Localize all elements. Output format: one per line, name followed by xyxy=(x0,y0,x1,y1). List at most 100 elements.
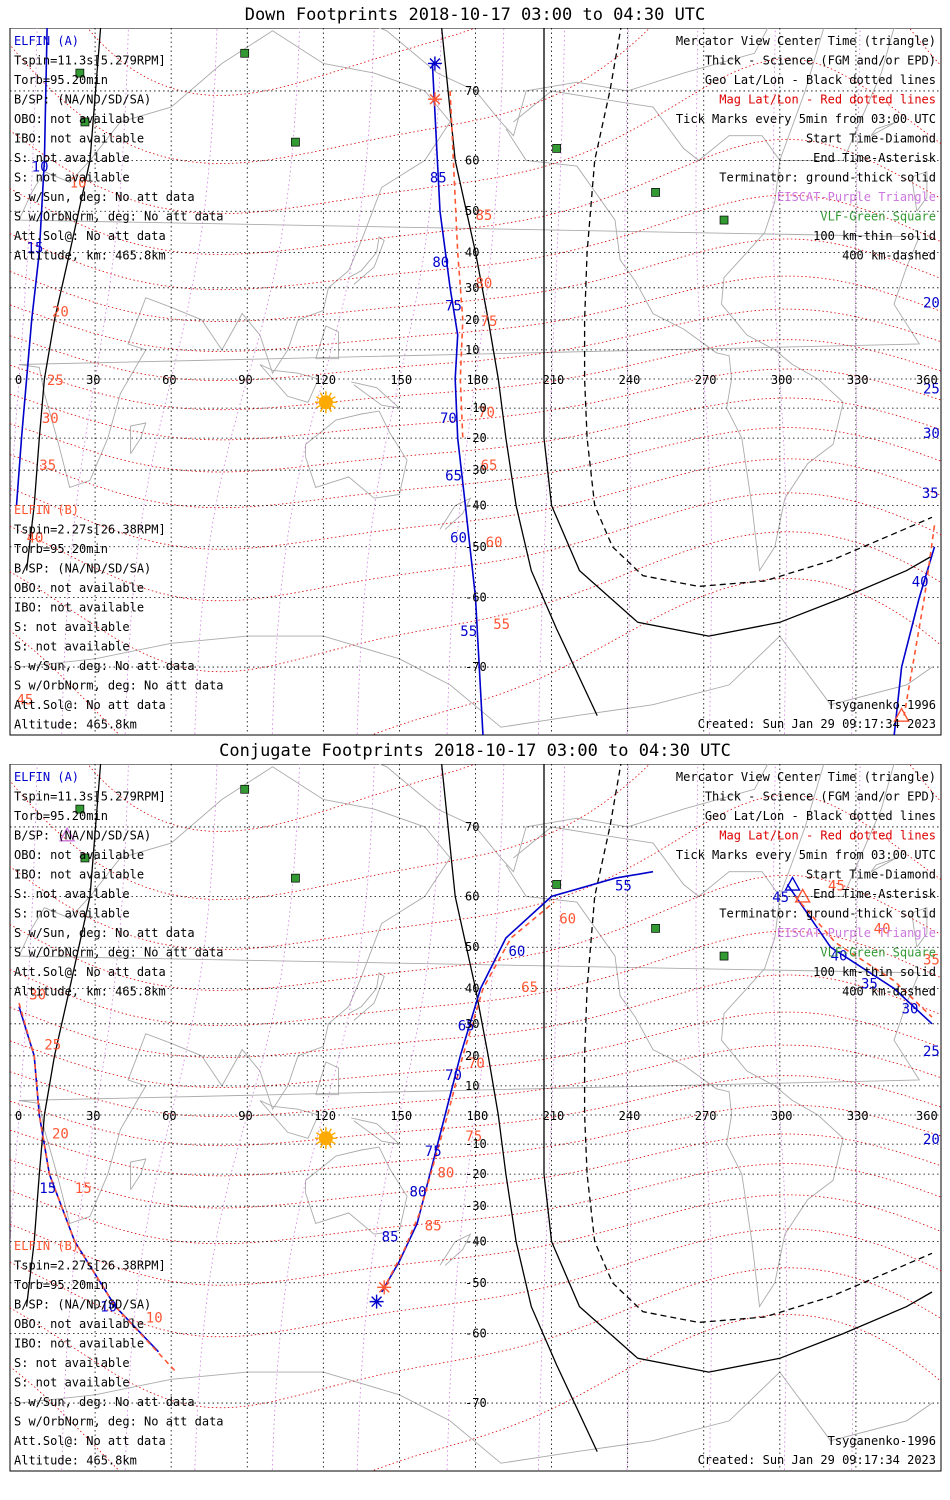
x-tick-label: 360 xyxy=(916,1109,938,1123)
x-tick-label: 300 xyxy=(771,373,793,387)
y-tick-label: 30 xyxy=(465,281,479,295)
mag-lon-line xyxy=(124,764,218,1471)
elfin-a-info-line: Att.Sol@: No att data xyxy=(14,965,166,979)
mag-lon-line xyxy=(772,28,787,735)
x-tick-label: 210 xyxy=(543,373,565,387)
legend-line: Mercator View Center Time (triangle) xyxy=(676,770,936,784)
track-time-label: 80 xyxy=(476,276,493,292)
track-time-label: 65 xyxy=(458,1018,475,1034)
track-time-label: 75 xyxy=(425,1144,442,1160)
land-outline xyxy=(305,410,408,499)
track-time-label: 35 xyxy=(39,458,56,474)
legend-line: 400 km-dashed xyxy=(842,249,936,263)
legend-line: Start Time-Diamond xyxy=(806,132,936,146)
land-outline xyxy=(305,1146,408,1235)
elfin-b-info-line: S w/OrbNorm, deg: No att data xyxy=(14,679,224,693)
x-tick-label: 60 xyxy=(162,1109,176,1123)
land-outline xyxy=(378,28,769,137)
track-time-label: 75 xyxy=(481,314,498,330)
mag-lon-line xyxy=(538,28,566,735)
sun-icon xyxy=(318,1131,333,1146)
vlf-square-icon xyxy=(651,188,660,197)
land-outline xyxy=(779,28,895,161)
sun-ray xyxy=(331,1141,336,1145)
land-outline xyxy=(18,30,921,488)
y-tick-label: 70 xyxy=(465,820,479,834)
elfin-b-info-line: Tspin=2.27s[26.38RPM] xyxy=(14,1259,166,1273)
x-tick-label: 150 xyxy=(390,1109,412,1123)
land-outline xyxy=(911,170,928,212)
vlf-square-icon xyxy=(80,117,90,127)
vlf-square-icon xyxy=(75,68,85,78)
sun-ray xyxy=(319,1143,324,1149)
track-time-label: 80 xyxy=(410,1184,427,1200)
x-tick-label: 30 xyxy=(86,1109,100,1123)
mag-lon-line xyxy=(356,28,442,735)
mag-lon-line xyxy=(695,28,713,735)
track-time-label: 55 xyxy=(460,624,477,640)
elfin-a-info-line: OBO: not available xyxy=(14,848,144,862)
track-time-label: 30 xyxy=(923,426,940,442)
elfin-a-info-line: S: not available xyxy=(14,151,130,165)
track-time-label: 45 xyxy=(828,879,845,895)
elfin-b-info-line: Altitude: 465.8km xyxy=(14,1454,137,1468)
elfin-b-info-line: OBO: not available xyxy=(14,581,144,595)
elfin-b-label: ELFIN (B) xyxy=(14,1239,79,1253)
y-tick-label: 60 xyxy=(465,153,479,167)
elfin-b-info-line: Att.Sol@: No att data xyxy=(14,1434,166,1448)
legend-line: Tick Marks every 5min from 03:00 UTC xyxy=(676,112,936,126)
end-asterisk-icon xyxy=(427,56,442,71)
track-time-label: 20 xyxy=(923,1132,940,1148)
mag-lat-line xyxy=(10,1314,941,1471)
elfin-a-info-line: IBO: not available xyxy=(14,868,144,882)
y-tick-label: 10 xyxy=(465,343,479,357)
mag-lon-line xyxy=(624,28,631,735)
land-outline xyxy=(18,766,921,1224)
elfin-a-info-line: B/SP: (NA/ND/SD/SA) xyxy=(14,93,151,107)
elfin-b-info-line: S: not available xyxy=(14,1376,130,1390)
mag-lat-line xyxy=(10,1163,941,1245)
mag-lon-line xyxy=(538,764,566,1471)
track-time-label: 80 xyxy=(437,1165,454,1181)
land-outline xyxy=(130,1158,147,1191)
track-time-label: 45 xyxy=(16,693,33,709)
elfin-b-info-line: S w/OrbNorm, deg: No att data xyxy=(14,1415,224,1429)
legend-line: EISCAT-Purple Triangle xyxy=(777,190,936,204)
x-tick-label: 90 xyxy=(238,1109,252,1123)
track-time-label: 25 xyxy=(923,382,940,398)
legend-line: End Time-Asterisk xyxy=(813,151,937,165)
elfin-a-info-line: Att.Sol@: No att data xyxy=(14,229,166,243)
mag-lat-line xyxy=(10,578,941,735)
track-time-label: 85 xyxy=(382,1230,399,1246)
track-time-label: 65 xyxy=(521,980,538,996)
track-time-label: 75 xyxy=(445,298,462,314)
track-time-label: 85 xyxy=(425,1219,442,1235)
created-timestamp: Created: Sun Jan 29 09:17:34 2023 xyxy=(698,717,936,731)
x-tick-label: 180 xyxy=(467,1109,489,1123)
vlf-square-icon xyxy=(651,924,660,933)
elfin-b-info-line: S: not available xyxy=(14,620,130,634)
track-time-label: 85 xyxy=(476,208,493,224)
elfin-a-info-line: S w/Sun, deg: No att data xyxy=(14,926,195,940)
y-tick-label: -10 xyxy=(465,401,487,415)
y-tick-label: 70 xyxy=(465,84,479,98)
y-tick-label: 40 xyxy=(465,245,479,259)
vlf-square-icon xyxy=(552,144,562,153)
y-tick-label: -30 xyxy=(465,1199,487,1213)
mag-lat-line xyxy=(10,1194,941,1286)
elfin-a-info-line: Torb=95.20min xyxy=(14,809,108,823)
elfin-a-info-line: S: not available xyxy=(14,887,130,901)
elfin-a-info-line: S: not available xyxy=(14,171,130,185)
x-tick-label: 0 xyxy=(15,1109,22,1123)
elfin-b-info-line: S w/Sun, deg: No att data xyxy=(14,659,195,673)
mag-lat-line xyxy=(10,339,941,411)
mag-lat-line xyxy=(10,308,941,382)
legend-line: 400 km-dashed xyxy=(842,985,936,999)
vlf-square-icon xyxy=(75,804,85,814)
elfin-b-info-line: S: not available xyxy=(14,1356,130,1370)
footprint-track xyxy=(893,546,936,735)
mag-lon-line xyxy=(124,28,218,735)
legend-line: Tick Marks every 5min from 03:00 UTC xyxy=(676,848,936,862)
track-time-label: 20 xyxy=(923,295,940,311)
x-tick-label: 330 xyxy=(847,1109,869,1123)
